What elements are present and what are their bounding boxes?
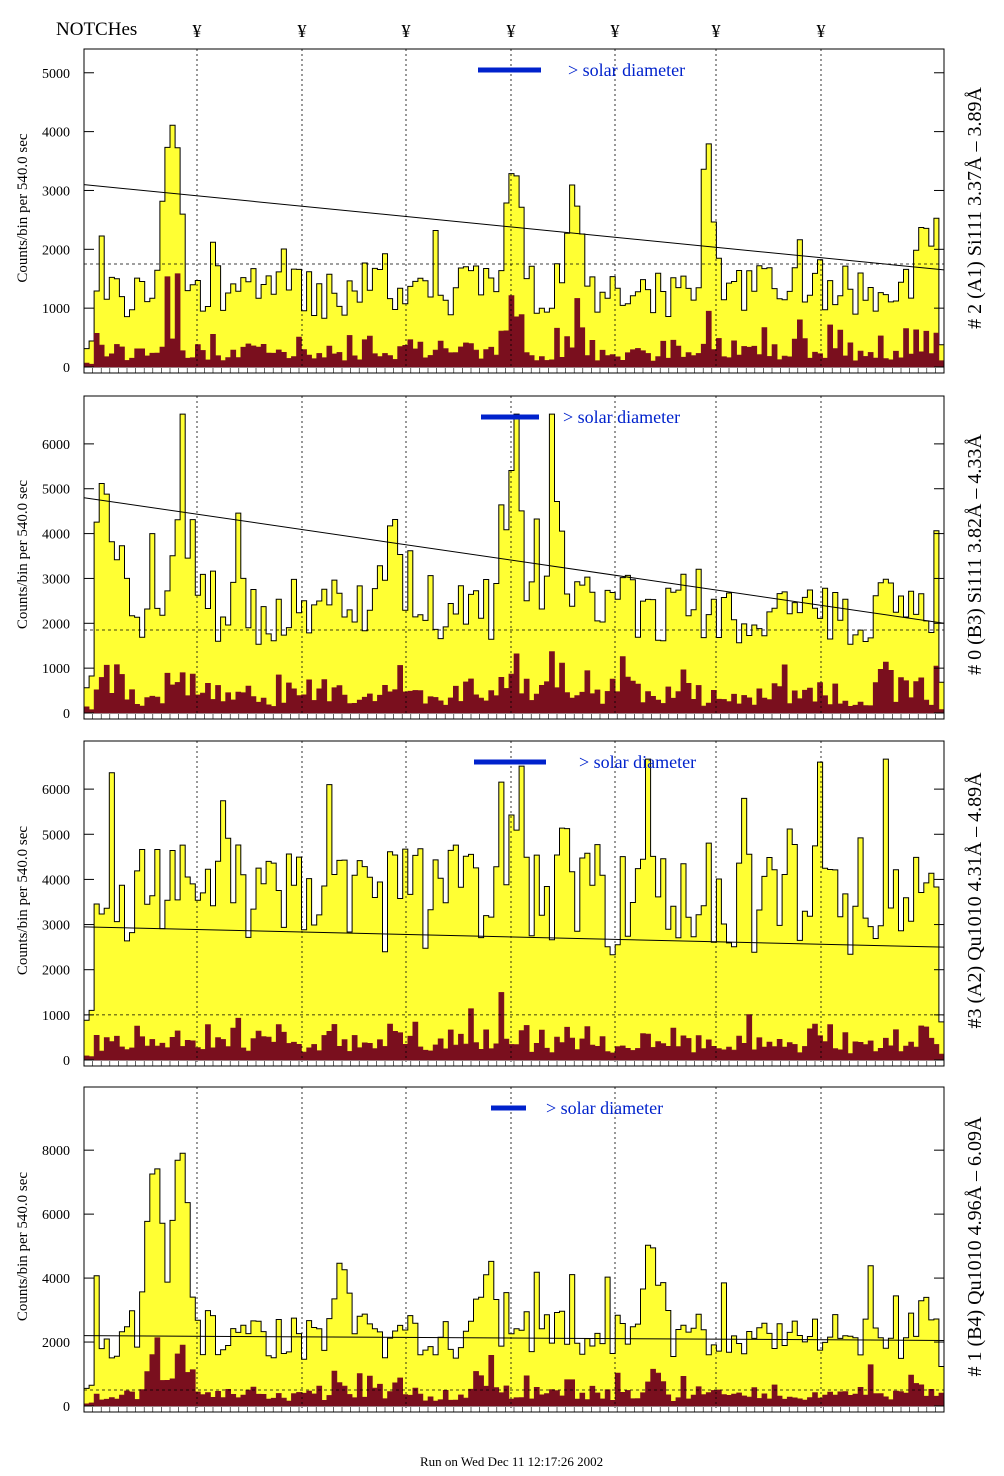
notches-label: NOTCHes bbox=[56, 19, 138, 40]
legend-label: > solar diameter bbox=[568, 60, 685, 80]
y-tick-label: 3000 bbox=[42, 919, 70, 934]
notch-marker-2: ¥ bbox=[298, 21, 307, 41]
y-tick-label: 0 bbox=[63, 707, 70, 722]
legend-label: > solar diameter bbox=[563, 407, 680, 427]
y-tick-label: 3000 bbox=[42, 572, 70, 587]
y-tick-label: 1000 bbox=[42, 662, 70, 677]
spectrum-panel-3: 0 1000 2000 3000 4000 5000 6000 Counts/bin per … bbox=[15, 740, 986, 1069]
panel-title: # 0 (B3) Si111 3.82Å – 4.33Å bbox=[964, 434, 986, 675]
y-tick-label: 8000 bbox=[42, 1144, 70, 1159]
y-tick-label: 5000 bbox=[42, 67, 70, 82]
y-axis-label: Counts/bin per 540.0 sec bbox=[15, 1172, 31, 1321]
y-tick-label: 0 bbox=[63, 1400, 70, 1415]
trend-line bbox=[83, 926, 945, 948]
legend-label: > solar diameter bbox=[546, 1098, 663, 1118]
trend-line bbox=[83, 497, 945, 624]
notch-marker-1: ¥ bbox=[193, 21, 202, 41]
y-tick-label: 2000 bbox=[42, 1336, 70, 1351]
y-tick-label: 5000 bbox=[42, 483, 70, 498]
y-tick-label: 1000 bbox=[42, 1009, 70, 1024]
y-tick-label: 1000 bbox=[42, 302, 70, 317]
panel-title: # 2 (A1) Si111 3.37Å – 3.89Å bbox=[964, 87, 986, 329]
notch-marker-7: ¥ bbox=[817, 21, 826, 41]
y-tick-label: 2000 bbox=[42, 243, 70, 258]
panel-title: # 1 (B4) Qu1010 4.96Å – 6.09Å bbox=[964, 1116, 986, 1377]
y-tick-label: 4000 bbox=[42, 1272, 70, 1287]
trend-line bbox=[83, 1335, 945, 1341]
dark-histogram-area bbox=[83, 992, 945, 1061]
y-tick-label: 0 bbox=[63, 361, 70, 376]
y-tick-label: 2000 bbox=[42, 617, 70, 632]
dark-histogram-area bbox=[83, 1337, 945, 1407]
histogram-area bbox=[83, 413, 945, 714]
histogram-area bbox=[83, 124, 945, 368]
notch-marker-5: ¥ bbox=[611, 21, 620, 41]
y-tick-label: 6000 bbox=[42, 438, 70, 453]
y-tick-label: 6000 bbox=[42, 1208, 70, 1223]
y-axis-label: Counts/bin per 540.0 sec bbox=[15, 480, 31, 629]
y-tick-label: 5000 bbox=[42, 828, 70, 843]
histogram-area bbox=[83, 758, 945, 1061]
run-timestamp: Run on Wed Dec 11 12:17:26 2002 bbox=[420, 1454, 604, 1469]
y-tick-label: 0 bbox=[63, 1054, 70, 1069]
y-tick-label: 3000 bbox=[42, 184, 70, 199]
notch-marker-6: ¥ bbox=[712, 21, 721, 41]
spectrum-panel-2: 0 1000 2000 3000 4000 5000 6000 Counts/bin per … bbox=[15, 395, 986, 722]
dark-histogram-area bbox=[83, 273, 945, 368]
panel-title: #3 (A2) Qu1010 4.31Å – 4.89Å bbox=[964, 772, 986, 1029]
spectrum-panel-4: 0 2000 4000 6000 8000 Counts/bin per 540.0 se… bbox=[15, 1086, 986, 1415]
notch-marker-4: ¥ bbox=[507, 21, 516, 41]
dark-histogram-area bbox=[83, 651, 945, 714]
y-tick-label: 6000 bbox=[42, 783, 70, 798]
y-axis-label: Counts/bin per 540.0 sec bbox=[15, 826, 31, 975]
y-tick-label: 4000 bbox=[42, 528, 70, 543]
y-tick-label: 2000 bbox=[42, 964, 70, 979]
spectrum-panel-1: 0 1000 2000 3000 4000 5000 Counts/bin per 540.… bbox=[15, 48, 986, 376]
y-tick-label: 4000 bbox=[42, 126, 70, 141]
histogram-area bbox=[83, 1152, 945, 1407]
y-tick-label: 4000 bbox=[42, 873, 70, 888]
y-axis-label: Counts/bin per 540.0 sec bbox=[15, 133, 31, 282]
trend-line bbox=[83, 184, 945, 271]
legend-label: > solar diameter bbox=[579, 752, 696, 772]
notch-marker-3: ¥ bbox=[402, 21, 411, 41]
